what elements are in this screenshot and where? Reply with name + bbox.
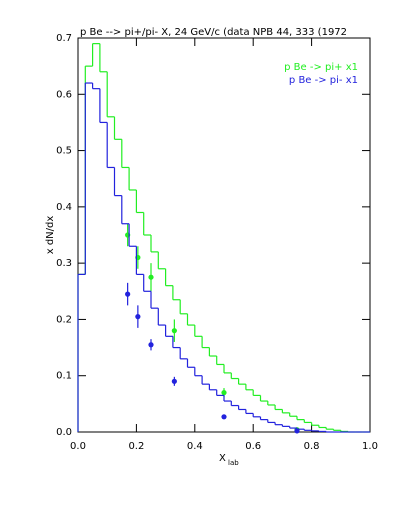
x-tick-label: 0.0: [70, 441, 86, 452]
legend-label: p Be -> pi- x1: [289, 75, 358, 86]
data-point: [171, 328, 177, 334]
data-point: [148, 274, 154, 280]
y-tick-label: 0.4: [56, 202, 72, 213]
data-point: [221, 390, 227, 396]
data-point: [171, 378, 177, 384]
data-point: [294, 428, 300, 434]
x-tick-label: 0.4: [187, 441, 203, 452]
data-point: [221, 414, 227, 420]
y-axis-label: x dN/dx: [45, 216, 56, 255]
x-axis-label-sub: lab: [228, 459, 239, 467]
y-tick-label: 0.6: [56, 89, 72, 100]
x-tick-label: 0.8: [304, 441, 320, 452]
y-tick-label: 0.2: [56, 314, 72, 325]
x-tick-label: 0.2: [128, 441, 144, 452]
x-tick-label: 0.6: [245, 441, 261, 452]
data-point: [125, 291, 131, 297]
y-tick-label: 0.0: [56, 427, 72, 438]
x-axis-label: X: [219, 453, 226, 464]
chart-title: p Be --> pi+/pi- X, 24 GeV/c (data NPB 4…: [80, 27, 347, 38]
legend-label: p Be -> pi+ x1: [284, 62, 358, 73]
plot-frame: [77, 37, 371, 433]
x-tick-label: 1.0: [362, 441, 378, 452]
y-tick-label: 0.5: [56, 146, 72, 157]
data-point: [135, 314, 141, 320]
y-tick-label: 0.1: [56, 371, 72, 382]
y-tick-label: 0.3: [56, 258, 72, 269]
y-tick-label: 0.7: [56, 33, 72, 44]
data-point: [148, 342, 154, 348]
